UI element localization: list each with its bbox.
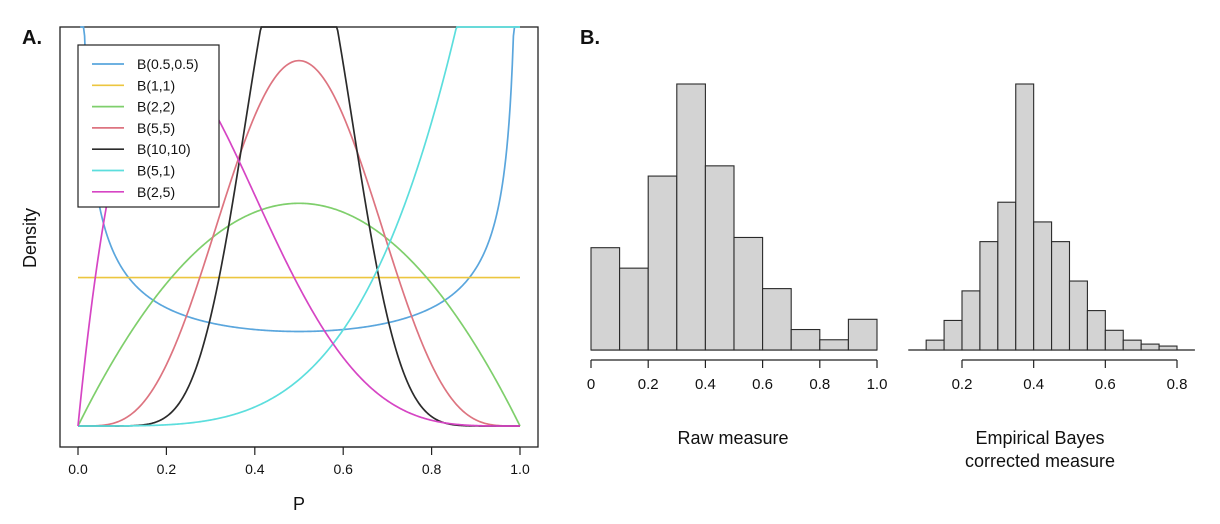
curve-B(5,5) (78, 59, 520, 427)
histogram-bar (979, 241, 999, 351)
panel-a: A. 0.0 0.2 0.4 0.6 0.8 1.0 P Density B(0.5,0.… (20, 26, 539, 514)
histogram-bar (1086, 310, 1106, 351)
histogram-bar (590, 247, 621, 351)
histogram-bar (847, 318, 878, 351)
legend-entries: B(0.5,0.5) B(1,1) B(2,2) B(5,5) B(10,10) B(5,… (92, 56, 198, 200)
x-tick-label: 0.4 (245, 461, 265, 477)
curve-B(5,1) (78, 26, 520, 427)
x-tick-label: 0.4 (695, 376, 716, 393)
histogram-bar (1158, 345, 1178, 351)
x-tick-label: 0.2 (952, 376, 973, 393)
legend-label: B(1,1) (137, 77, 175, 93)
x-tick-label: 0.0 (68, 461, 88, 477)
histogram-bar (1140, 343, 1160, 351)
histogram-bar (925, 339, 945, 351)
legend-label: B(2,5) (137, 184, 175, 200)
histogram-raw (590, 83, 878, 351)
x-tick-label: 0.6 (333, 461, 353, 477)
panel-a-y-axis-label: Density (20, 208, 40, 268)
panel-a-x-axis-label: P (293, 494, 305, 514)
histogram-bar (961, 290, 981, 351)
x-tick-label: 0.8 (809, 376, 830, 393)
histogram-bar (1068, 280, 1088, 351)
x-tick-label: 0 (587, 376, 595, 393)
legend-label: B(5,1) (137, 163, 175, 179)
histogram-bar (997, 201, 1017, 351)
histogram-bar (1051, 241, 1071, 351)
histogram-eb (908, 83, 1195, 351)
histogram-bar (1104, 329, 1124, 351)
curve-B(2,2) (77, 202, 521, 427)
histogram-bar (647, 175, 678, 351)
x-tick-label: 0.4 (1023, 376, 1044, 393)
x-tick-label: 0.8 (1167, 376, 1188, 393)
x-tick-label: 0.8 (422, 461, 442, 477)
legend-label: B(2,2) (137, 99, 175, 115)
panel-a-curves (77, 26, 521, 427)
legend-label: B(0.5,0.5) (137, 56, 198, 72)
panel-b: B. 0 0.2 0.4 0.6 0.8 1.0 Raw measure 0.2 0.4 0.… (580, 27, 1195, 471)
legend-label: B(5,5) (137, 120, 175, 136)
histogram-eb-x-label-line1: Empirical Bayes (975, 428, 1104, 448)
histogram-bar (1033, 221, 1053, 351)
histogram-bar (790, 328, 821, 351)
histogram-bar (1122, 339, 1142, 351)
histogram-raw-x-axis: 0 0.2 0.4 0.6 0.8 1.0 (587, 359, 888, 393)
histogram-bar (676, 83, 706, 351)
histogram-raw-x-label: Raw measure (677, 428, 788, 448)
histogram-eb-x-axis: 0.2 0.4 0.6 0.8 (952, 359, 1188, 393)
histogram-bar (943, 319, 963, 351)
x-tick-label: 1.0 (867, 376, 888, 393)
histogram-bar (819, 339, 849, 351)
x-tick-label: 0.2 (638, 376, 659, 393)
histogram-eb-x-label-line2: corrected measure (965, 451, 1115, 471)
panel-a-label: A. (22, 27, 42, 49)
legend-box (77, 44, 220, 208)
x-tick-label: 0.6 (752, 376, 773, 393)
legend-label: B(10,10) (137, 141, 191, 157)
histogram-bar (704, 165, 735, 351)
x-tick-label: 0.2 (157, 461, 177, 477)
x-tick-label: 1.0 (510, 461, 530, 477)
histogram-bar (762, 288, 792, 351)
x-tick-label: 0.6 (1095, 376, 1116, 393)
histogram-bar (1015, 83, 1035, 351)
histogram-bar (733, 236, 764, 351)
histogram-bar (619, 267, 649, 351)
panel-b-label: B. (580, 27, 600, 49)
panel-a-x-axis: 0.0 0.2 0.4 0.6 0.8 1.0 (68, 446, 530, 477)
panel-a-legend: B(0.5,0.5) B(1,1) B(2,2) B(5,5) B(10,10) B(5,… (77, 44, 220, 208)
